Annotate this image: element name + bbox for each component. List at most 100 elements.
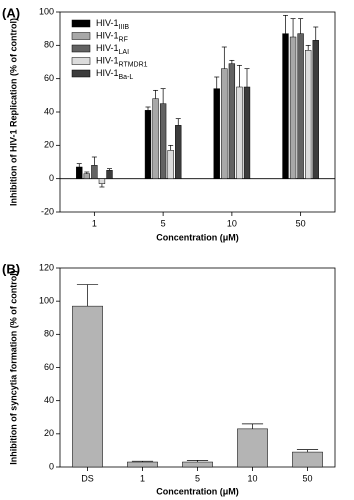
- y-tick-label: 100: [39, 6, 54, 16]
- bar: [236, 86, 243, 179]
- error-bar: [76, 284, 99, 307]
- bar: [167, 150, 174, 179]
- error-bar: [221, 46, 227, 69]
- error-bar: [160, 88, 166, 104]
- error-bar: [153, 89, 159, 99]
- bar: [98, 178, 106, 184]
- legend-name: HIV-1: [96, 43, 119, 53]
- bar: [305, 50, 312, 179]
- legend-label: HIV-1RTMDR1: [96, 56, 148, 68]
- error-bar: [99, 183, 105, 188]
- error-bar: [298, 18, 304, 34]
- error-bar: [107, 168, 112, 171]
- error-bar: [76, 163, 82, 167]
- x-tick-label: DS: [81, 473, 94, 483]
- y-tick-label: 0: [49, 461, 54, 471]
- bar: [312, 40, 319, 179]
- bar: [221, 68, 228, 179]
- y-tick-label: 120: [39, 262, 54, 272]
- error-bar: [241, 423, 264, 429]
- legend-name: HIV-1: [96, 31, 119, 41]
- error-bar: [313, 26, 319, 41]
- error-bar: [214, 76, 220, 89]
- error-bar: [168, 144, 174, 151]
- x-tick-label: 10: [227, 218, 237, 228]
- bar: [213, 88, 220, 179]
- legend-name: HIV-1: [96, 56, 119, 66]
- x-tick-label: 1: [92, 218, 97, 228]
- y-tick-label: 100: [39, 296, 54, 306]
- legend-subscript: RTMDR1: [119, 61, 148, 68]
- bar: [282, 33, 289, 179]
- bar: [152, 98, 159, 179]
- x-tick-label: 50: [302, 473, 312, 483]
- bar: [159, 103, 167, 179]
- legend-label: HIV-1RF: [96, 31, 128, 43]
- y-tick-label: 60: [44, 73, 54, 83]
- y-tick-label: 20: [44, 140, 54, 150]
- legend-label: HIV-1IIIB: [96, 18, 129, 30]
- bar: [182, 461, 213, 468]
- y-axis-title: Inhibition of syncytia formation (% of c…: [8, 270, 18, 465]
- bar: [292, 451, 323, 468]
- legend-swatch: [71, 19, 91, 28]
- legend-swatch: [71, 32, 91, 40]
- legend-subscript: RF: [119, 36, 128, 43]
- bar: [91, 165, 98, 179]
- legend-swatch: [71, 44, 91, 53]
- y-tick-label: 0: [49, 173, 54, 183]
- legend-name: HIV-1: [96, 68, 119, 78]
- error-bar: [305, 44, 311, 51]
- x-tick-label: 5: [161, 218, 166, 228]
- error-bar: [84, 171, 90, 174]
- y-tick-label: 80: [44, 40, 54, 50]
- legend-label: HIV-1LAI: [96, 43, 129, 55]
- bar: [289, 36, 297, 179]
- error-bar: [186, 460, 209, 463]
- y-tick-label: 60: [44, 362, 54, 372]
- error-bar: [229, 59, 235, 64]
- bar: [106, 170, 113, 179]
- x-axis-title: Concentration (μM): [156, 232, 239, 242]
- error-bar: [145, 106, 151, 111]
- error-bar: [296, 449, 319, 453]
- y-tick-label: 40: [44, 395, 54, 405]
- bar: [144, 110, 152, 179]
- panel-label: (A): [2, 5, 20, 20]
- error-bar: [283, 14, 288, 34]
- bar: [228, 63, 236, 179]
- error-bar: [290, 18, 296, 37]
- bar: [127, 461, 158, 468]
- x-tick-label: 1: [140, 473, 145, 483]
- error-bar: [91, 156, 97, 166]
- y-tick-label: 20: [44, 428, 54, 438]
- legend-subscript: LAI: [119, 49, 130, 56]
- y-tick-label: 40: [44, 106, 54, 116]
- x-tick-label: 50: [296, 218, 306, 228]
- legend-label: HIV-1Ba-L: [96, 68, 133, 80]
- bar: [72, 305, 103, 468]
- bar: [297, 33, 304, 179]
- panel-label: (B): [2, 261, 20, 276]
- y-tick-label: 80: [44, 329, 54, 339]
- bar: [243, 86, 251, 179]
- x-tick-label: 10: [247, 473, 257, 483]
- legend-subscript: Ba-L: [119, 74, 134, 81]
- legend-swatch: [71, 57, 91, 65]
- bar: [76, 166, 83, 179]
- legend-subscript: IIIB: [119, 24, 130, 31]
- x-axis-title: Concentration (μM): [156, 486, 239, 496]
- bar: [175, 125, 182, 179]
- error-bar: [244, 68, 250, 87]
- x-tick-label: 5: [195, 473, 200, 483]
- y-tick-label: -20: [41, 206, 54, 216]
- legend-name: HIV-1: [96, 18, 119, 28]
- y-axis-title: Inhibition of HIV-1 Replication (% of co…: [8, 18, 18, 206]
- bar: [237, 428, 268, 468]
- error-bar: [131, 460, 154, 463]
- error-bar: [236, 64, 242, 87]
- bar: [83, 173, 90, 179]
- legend-swatch: [71, 69, 91, 78]
- error-bar: [175, 118, 181, 126]
